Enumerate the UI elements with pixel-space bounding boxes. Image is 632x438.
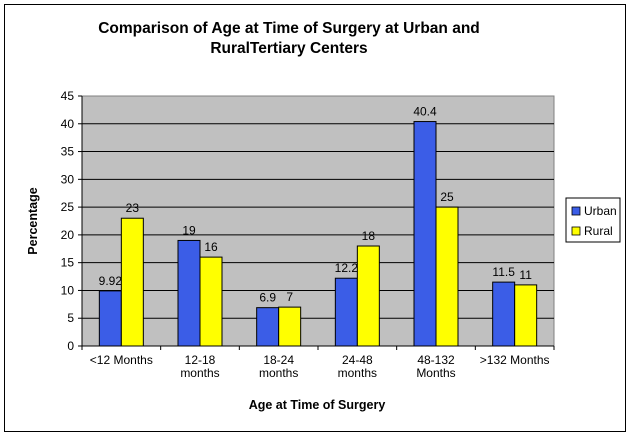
x-tick-label: 24-48	[342, 353, 373, 367]
x-axis-title: Age at Time of Surgery	[249, 398, 386, 412]
data-label-urban: 11.5	[492, 265, 515, 279]
bar-urban	[492, 281, 516, 347]
data-label-rural: 25	[440, 190, 454, 204]
bar-urban	[334, 277, 358, 347]
x-tick-label: months	[259, 366, 298, 380]
data-labels: 9.92 23 19 16 6.9 7 12.2 18 40.4 25 11.5 11	[99, 105, 533, 305]
legend: Urban Rural	[565, 197, 621, 243]
bar-urban	[177, 239, 201, 347]
y-tick-label: 20	[61, 228, 75, 242]
y-tick-label: 25	[61, 200, 75, 214]
data-label-rural: 23	[126, 201, 140, 215]
x-tick-label: >132 Months	[480, 353, 550, 367]
y-tick-label: 10	[61, 283, 75, 297]
data-label-rural: 7	[286, 290, 293, 304]
data-label-urban: 12.2	[335, 261, 359, 275]
data-label-rural: 11	[519, 268, 532, 282]
gridlines	[82, 123, 554, 319]
y-tick-label: 45	[61, 89, 75, 103]
bar-chart: Comparison of Age at Time of Surgery at …	[26, 20, 621, 412]
chart-frame: Comparison of Age at Time of Surgery at …	[4, 4, 626, 432]
y-axis-title: Percentage	[26, 187, 40, 254]
bar-rural	[514, 284, 538, 347]
x-tick-label: 48-132	[417, 353, 455, 367]
x-tick-label: Months	[416, 366, 455, 380]
bar-rural	[120, 217, 144, 347]
y-tick-label: 40	[61, 117, 75, 131]
x-tick-label: 18-24	[263, 353, 294, 367]
x-tick-label: <12 Months	[90, 353, 153, 367]
y-tick-label: 0	[67, 339, 74, 353]
x-tick-label: 12-18	[185, 353, 216, 367]
chart-title-line-2: RuralTertiary Centers	[210, 40, 367, 57]
data-label-urban: 40.4	[413, 105, 437, 119]
bar-rural	[435, 206, 459, 347]
bar-rural	[356, 245, 380, 347]
x-axis: <12 Months 12-18months18-24months24-48mon…	[81, 345, 555, 380]
x-tick-label: months	[338, 366, 377, 380]
legend-label-urban: Urban	[584, 204, 617, 218]
y-tick-label: 35	[61, 145, 75, 159]
y-tick-label: 30	[61, 172, 75, 186]
data-label-urban: 9.92	[99, 274, 123, 288]
data-label-rural: 18	[362, 229, 376, 243]
x-tick-label: months	[180, 366, 219, 380]
y-tick-label: 5	[67, 311, 74, 325]
data-label-urban: 19	[182, 223, 196, 237]
chart-title: Comparison of Age at Time of Surgery at …	[98, 20, 480, 57]
bar-rural	[199, 256, 223, 347]
legend-label-rural: Rural	[584, 224, 613, 238]
y-tick-label: 15	[61, 256, 75, 270]
bar-rural	[278, 306, 302, 347]
bar-urban	[256, 307, 280, 347]
plot-area	[81, 95, 555, 347]
data-label-urban: 6.9	[259, 291, 276, 305]
y-axis: 0 5 10 15 20 25 30 35 40 45	[61, 89, 83, 353]
chart-title-line-1: Comparison of Age at Time of Surgery at …	[98, 20, 480, 37]
data-label-rural: 16	[204, 240, 218, 254]
legend-swatch-urban	[571, 206, 581, 216]
bar-urban	[98, 290, 122, 347]
bar-urban	[413, 121, 437, 347]
legend-swatch-rural	[571, 226, 581, 236]
